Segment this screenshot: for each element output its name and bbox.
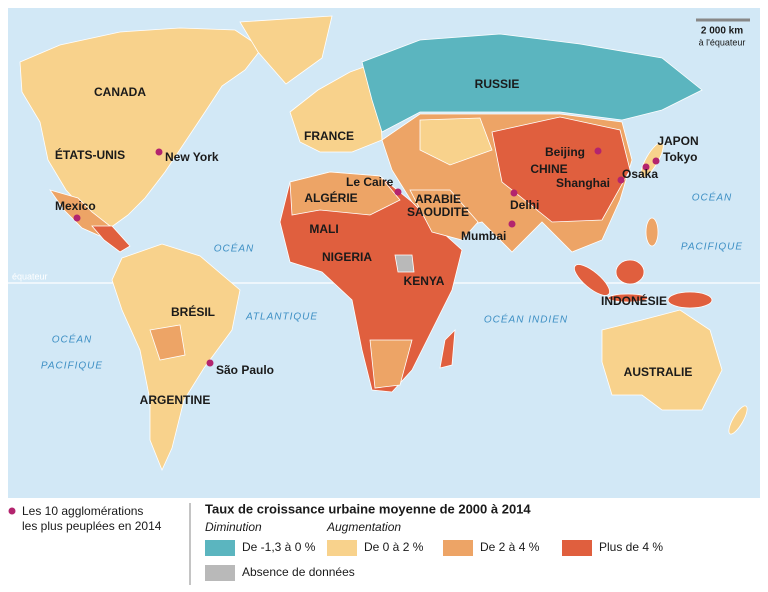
legend-title: Taux de croissance urbaine moyenne de 20… xyxy=(205,501,531,516)
city-dot xyxy=(394,188,402,196)
southern-africa xyxy=(369,339,413,389)
legend-swatch xyxy=(327,540,357,556)
ocean-label: ATLANTIQUE xyxy=(245,312,318,323)
new-zealand xyxy=(728,405,748,435)
city-dot xyxy=(617,176,625,184)
country-label: ALGÉRIE xyxy=(304,190,357,205)
australia xyxy=(601,309,723,411)
legend-label: Absence de données xyxy=(242,565,355,579)
legend-cities-note: les plus peuplées en 2014 xyxy=(22,519,162,533)
legend-label: De 0 à 2 % xyxy=(364,540,424,554)
country-label: ARABIE xyxy=(415,192,461,206)
city-label: Beijing xyxy=(545,145,585,159)
legend-cities-note: Les 10 agglomérations xyxy=(22,504,143,518)
city-dot xyxy=(594,147,602,155)
south-sudan xyxy=(394,254,415,273)
city-markers xyxy=(73,147,660,367)
city-label: Mexico xyxy=(55,199,96,213)
scale-distance: 2 000 km xyxy=(701,26,743,37)
legend-group: Diminution xyxy=(205,520,262,534)
north-africa xyxy=(289,171,401,216)
legend-swatch xyxy=(205,540,235,556)
city-dot xyxy=(155,148,163,156)
legend-swatch xyxy=(562,540,592,556)
legend-label: Plus de 4 % xyxy=(599,540,663,554)
philippines xyxy=(645,217,659,247)
country-label: ARGENTINE xyxy=(140,393,211,407)
country-label: AUSTRALIE xyxy=(624,365,693,379)
city-label: São Paulo xyxy=(216,363,274,377)
country-label: KENYA xyxy=(404,274,445,288)
ocean-label: OCÉAN xyxy=(52,333,93,346)
bolivia xyxy=(149,324,186,361)
ocean-label: PACIFIQUE xyxy=(681,242,743,253)
ocean-label: PACIFIQUE xyxy=(41,361,103,372)
legend-label: De 2 à 4 % xyxy=(480,540,540,554)
country-label: NIGERIA xyxy=(322,250,372,264)
new-guinea xyxy=(667,291,713,309)
borneo xyxy=(615,259,645,285)
sumatra xyxy=(573,264,611,296)
legend-label: De -1,3 à 0 % xyxy=(242,540,316,554)
country-label: BRÉSIL xyxy=(171,304,215,319)
country-label: ÉTATS-UNIS xyxy=(55,147,125,162)
land xyxy=(19,15,748,472)
city-dot xyxy=(206,359,214,367)
country-label: SAOUDITE xyxy=(407,205,469,219)
central-america xyxy=(91,225,131,253)
country-label: INDONÉSIE xyxy=(601,293,667,308)
legend-swatch xyxy=(443,540,473,556)
legend-swatch xyxy=(205,565,235,581)
legend-city-dot xyxy=(8,507,16,515)
country-label: CHINE xyxy=(530,162,567,176)
city-dot xyxy=(510,189,518,197)
city-dot xyxy=(642,163,650,171)
ocean-label: OCÉAN xyxy=(214,242,255,255)
country-label: MALI xyxy=(309,222,338,236)
city-label: New York xyxy=(165,150,219,164)
city-dot xyxy=(652,157,660,165)
java xyxy=(607,293,649,303)
ocean-label: OCÉAN INDIEN xyxy=(484,313,568,326)
city-label: Shanghai xyxy=(556,176,610,190)
city-label: Delhi xyxy=(510,198,539,212)
city-label: Tokyo xyxy=(663,150,697,164)
madagascar xyxy=(439,328,456,369)
africa xyxy=(279,171,463,393)
city-label: Le Caire xyxy=(346,175,394,189)
equator-label: équateur xyxy=(12,271,48,281)
country-label: CANADA xyxy=(94,85,146,99)
city-label: Mumbai xyxy=(461,229,506,243)
scale-note: à l'équateur xyxy=(699,37,746,47)
legend-group: Augmentation xyxy=(326,520,401,534)
china xyxy=(491,116,631,223)
country-label: JAPON xyxy=(657,134,698,148)
ocean-label: OCÉAN xyxy=(692,191,733,204)
country-label: RUSSIE xyxy=(475,77,520,91)
arabia xyxy=(409,189,479,241)
city-dot xyxy=(73,214,81,222)
country-label: FRANCE xyxy=(304,129,354,143)
legend-items: De -1,3 à 0 % De 0 à 2 % De 2 à 4 % Plus de… xyxy=(205,540,663,581)
greenland xyxy=(239,15,333,85)
russia xyxy=(361,33,703,133)
city-label: Osaka xyxy=(622,167,658,181)
city-dot xyxy=(508,220,516,228)
north-america xyxy=(19,27,263,229)
central-asia xyxy=(419,117,493,166)
